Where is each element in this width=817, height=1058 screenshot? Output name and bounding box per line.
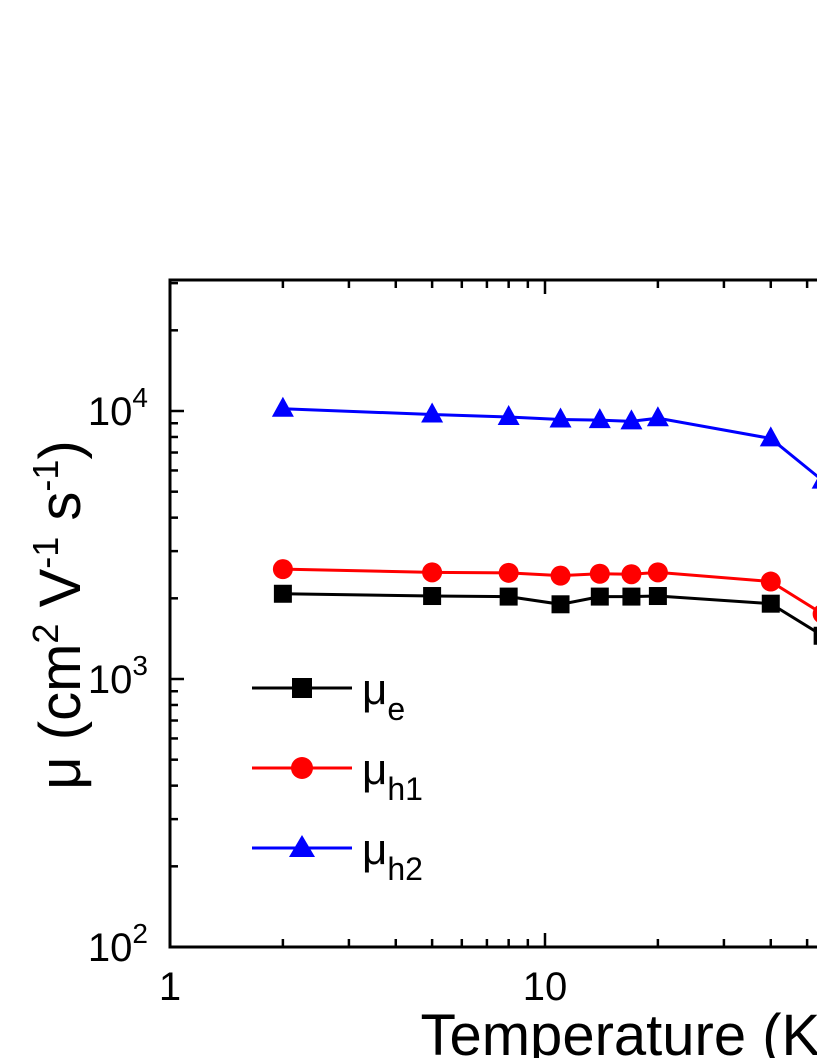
data-point-square [273, 584, 292, 603]
data-point-circle [422, 562, 443, 583]
x-axis-title: Temperature (K) [420, 1003, 817, 1058]
series-μh2 [271, 396, 817, 489]
series-μh1 [272, 559, 817, 623]
legend-mu-h2-main: μ [362, 825, 387, 874]
y-tick-label: 103 [88, 650, 148, 702]
legend-mu-h2-sub: h2 [387, 851, 423, 887]
series-μe [273, 584, 817, 645]
y-title-exp3: -1 [25, 460, 66, 492]
legend-item-mu-h2: μh2 [252, 825, 423, 887]
y-title-mid2: s [28, 492, 93, 537]
y-title-close: ) [28, 440, 93, 459]
legend-marker-circle [291, 757, 313, 779]
axes-frame [168, 278, 817, 949]
legend-mu-e-main: μ [362, 665, 387, 714]
data-point-triangle [497, 404, 520, 425]
data-point-square [423, 587, 442, 606]
y-title-exp1: 2 [25, 624, 66, 644]
data-point-square [590, 587, 609, 606]
y-tick-label: 102 [88, 918, 148, 970]
data-point-circle [647, 562, 668, 583]
data-point-square [622, 587, 641, 606]
data-point-square [761, 594, 780, 613]
series-line [282, 407, 817, 478]
legend-item-mu-e: μe [252, 665, 405, 727]
data-point-circle [760, 571, 781, 592]
x-tick-label: 1 [159, 965, 181, 1009]
data-point-circle [621, 564, 642, 585]
data-point-triangle [620, 409, 643, 430]
data-point-square [648, 587, 667, 606]
data-point-triangle [588, 408, 611, 429]
data-point-triangle [549, 407, 572, 428]
data-point-square [551, 595, 570, 614]
legend-label-mu-h1: μh1 [362, 745, 423, 807]
y-title-mid1: V [28, 568, 93, 623]
data-point-circle [272, 559, 293, 580]
data-point-circle [812, 605, 817, 623]
legend-marker-triangle [289, 835, 315, 857]
data-point-circle [589, 563, 610, 584]
y-tick-base: 10 [88, 658, 133, 702]
legend-label-mu-e: μe [362, 665, 405, 727]
legend-mu-h1-sub: h1 [387, 771, 423, 807]
y-axis-title: μ (cm2 V-1 s-1) [25, 440, 93, 790]
legend-label-mu-h2: μh2 [362, 825, 423, 887]
legend-mu-e-sub: e [387, 691, 405, 727]
series-line [282, 567, 817, 613]
y-title-mu: μ [28, 756, 93, 789]
legend: μe μh1 μh2 [252, 665, 423, 887]
data-point-triangle [759, 426, 782, 447]
legend-item-mu-h1: μh1 [252, 745, 423, 807]
data-point-triangle [271, 396, 294, 417]
y-tick-base: 10 [88, 926, 133, 970]
x-tick-label: 10 [523, 965, 568, 1009]
y-tick-label: 104 [88, 382, 148, 434]
y-tick-exponent: 2 [132, 918, 148, 949]
y-title-exp2: -1 [25, 537, 66, 569]
y-tick-base: 10 [88, 390, 133, 434]
data-point-square [499, 587, 518, 606]
y-tick-exponent: 3 [132, 650, 148, 681]
data-point-triangle [421, 402, 444, 423]
series-layer [271, 396, 817, 645]
data-point-circle [550, 565, 571, 586]
data-point-triangle [811, 478, 817, 489]
legend-marker-square [292, 678, 312, 698]
y-title-open: (cm [28, 644, 93, 757]
legend-mu-h1-main: μ [362, 745, 387, 794]
y-tick-exponent: 4 [132, 382, 148, 413]
data-point-triangle [646, 406, 669, 427]
data-point-square [813, 626, 817, 645]
data-point-circle [498, 562, 519, 583]
series-line [282, 592, 817, 635]
